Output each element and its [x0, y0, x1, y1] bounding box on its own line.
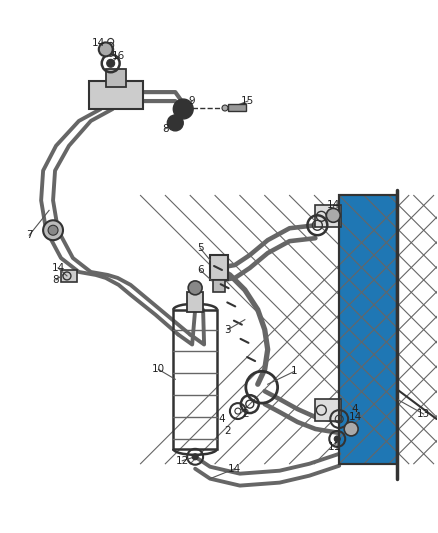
Circle shape [326, 208, 340, 222]
Circle shape [334, 436, 340, 442]
Text: 8: 8 [162, 124, 169, 134]
Bar [339, 196, 397, 464]
Bar [187, 292, 203, 312]
Bar [89, 81, 144, 109]
Circle shape [48, 225, 58, 235]
Bar [173, 310, 217, 449]
Circle shape [107, 59, 115, 67]
Text: 3: 3 [225, 325, 231, 335]
Bar [61, 270, 77, 282]
Text: 4: 4 [352, 404, 358, 414]
Circle shape [222, 105, 228, 111]
Text: 14: 14 [349, 412, 362, 422]
Text: 15: 15 [241, 96, 254, 106]
Text: 13: 13 [417, 409, 430, 419]
Circle shape [344, 422, 358, 436]
Circle shape [167, 115, 183, 131]
Circle shape [173, 99, 193, 119]
Bar [210, 255, 228, 280]
Text: 5: 5 [197, 243, 203, 253]
Text: 8: 8 [53, 275, 60, 285]
Circle shape [192, 454, 198, 460]
Circle shape [188, 281, 202, 295]
Text: 9: 9 [189, 96, 195, 106]
Text: 14: 14 [327, 200, 340, 211]
Circle shape [43, 220, 63, 240]
Bar [213, 280, 225, 292]
Text: 14: 14 [92, 38, 106, 49]
Text: 14: 14 [51, 263, 65, 273]
Text: 14: 14 [228, 464, 241, 474]
Text: 7: 7 [26, 230, 32, 240]
Text: 11: 11 [328, 442, 341, 452]
Bar [339, 196, 397, 464]
Text: 1: 1 [291, 366, 298, 376]
Text: 4: 4 [219, 414, 225, 424]
Text: 16: 16 [112, 51, 125, 61]
Text: 2: 2 [243, 409, 249, 419]
Text: 2: 2 [225, 426, 231, 436]
Bar [315, 399, 341, 421]
Bar [228, 104, 246, 111]
Bar [315, 205, 341, 227]
Bar [106, 69, 126, 87]
Text: 12: 12 [176, 456, 189, 466]
Text: 10: 10 [152, 365, 165, 374]
Circle shape [99, 43, 113, 56]
Text: 6: 6 [197, 265, 203, 275]
Bar [339, 196, 397, 464]
